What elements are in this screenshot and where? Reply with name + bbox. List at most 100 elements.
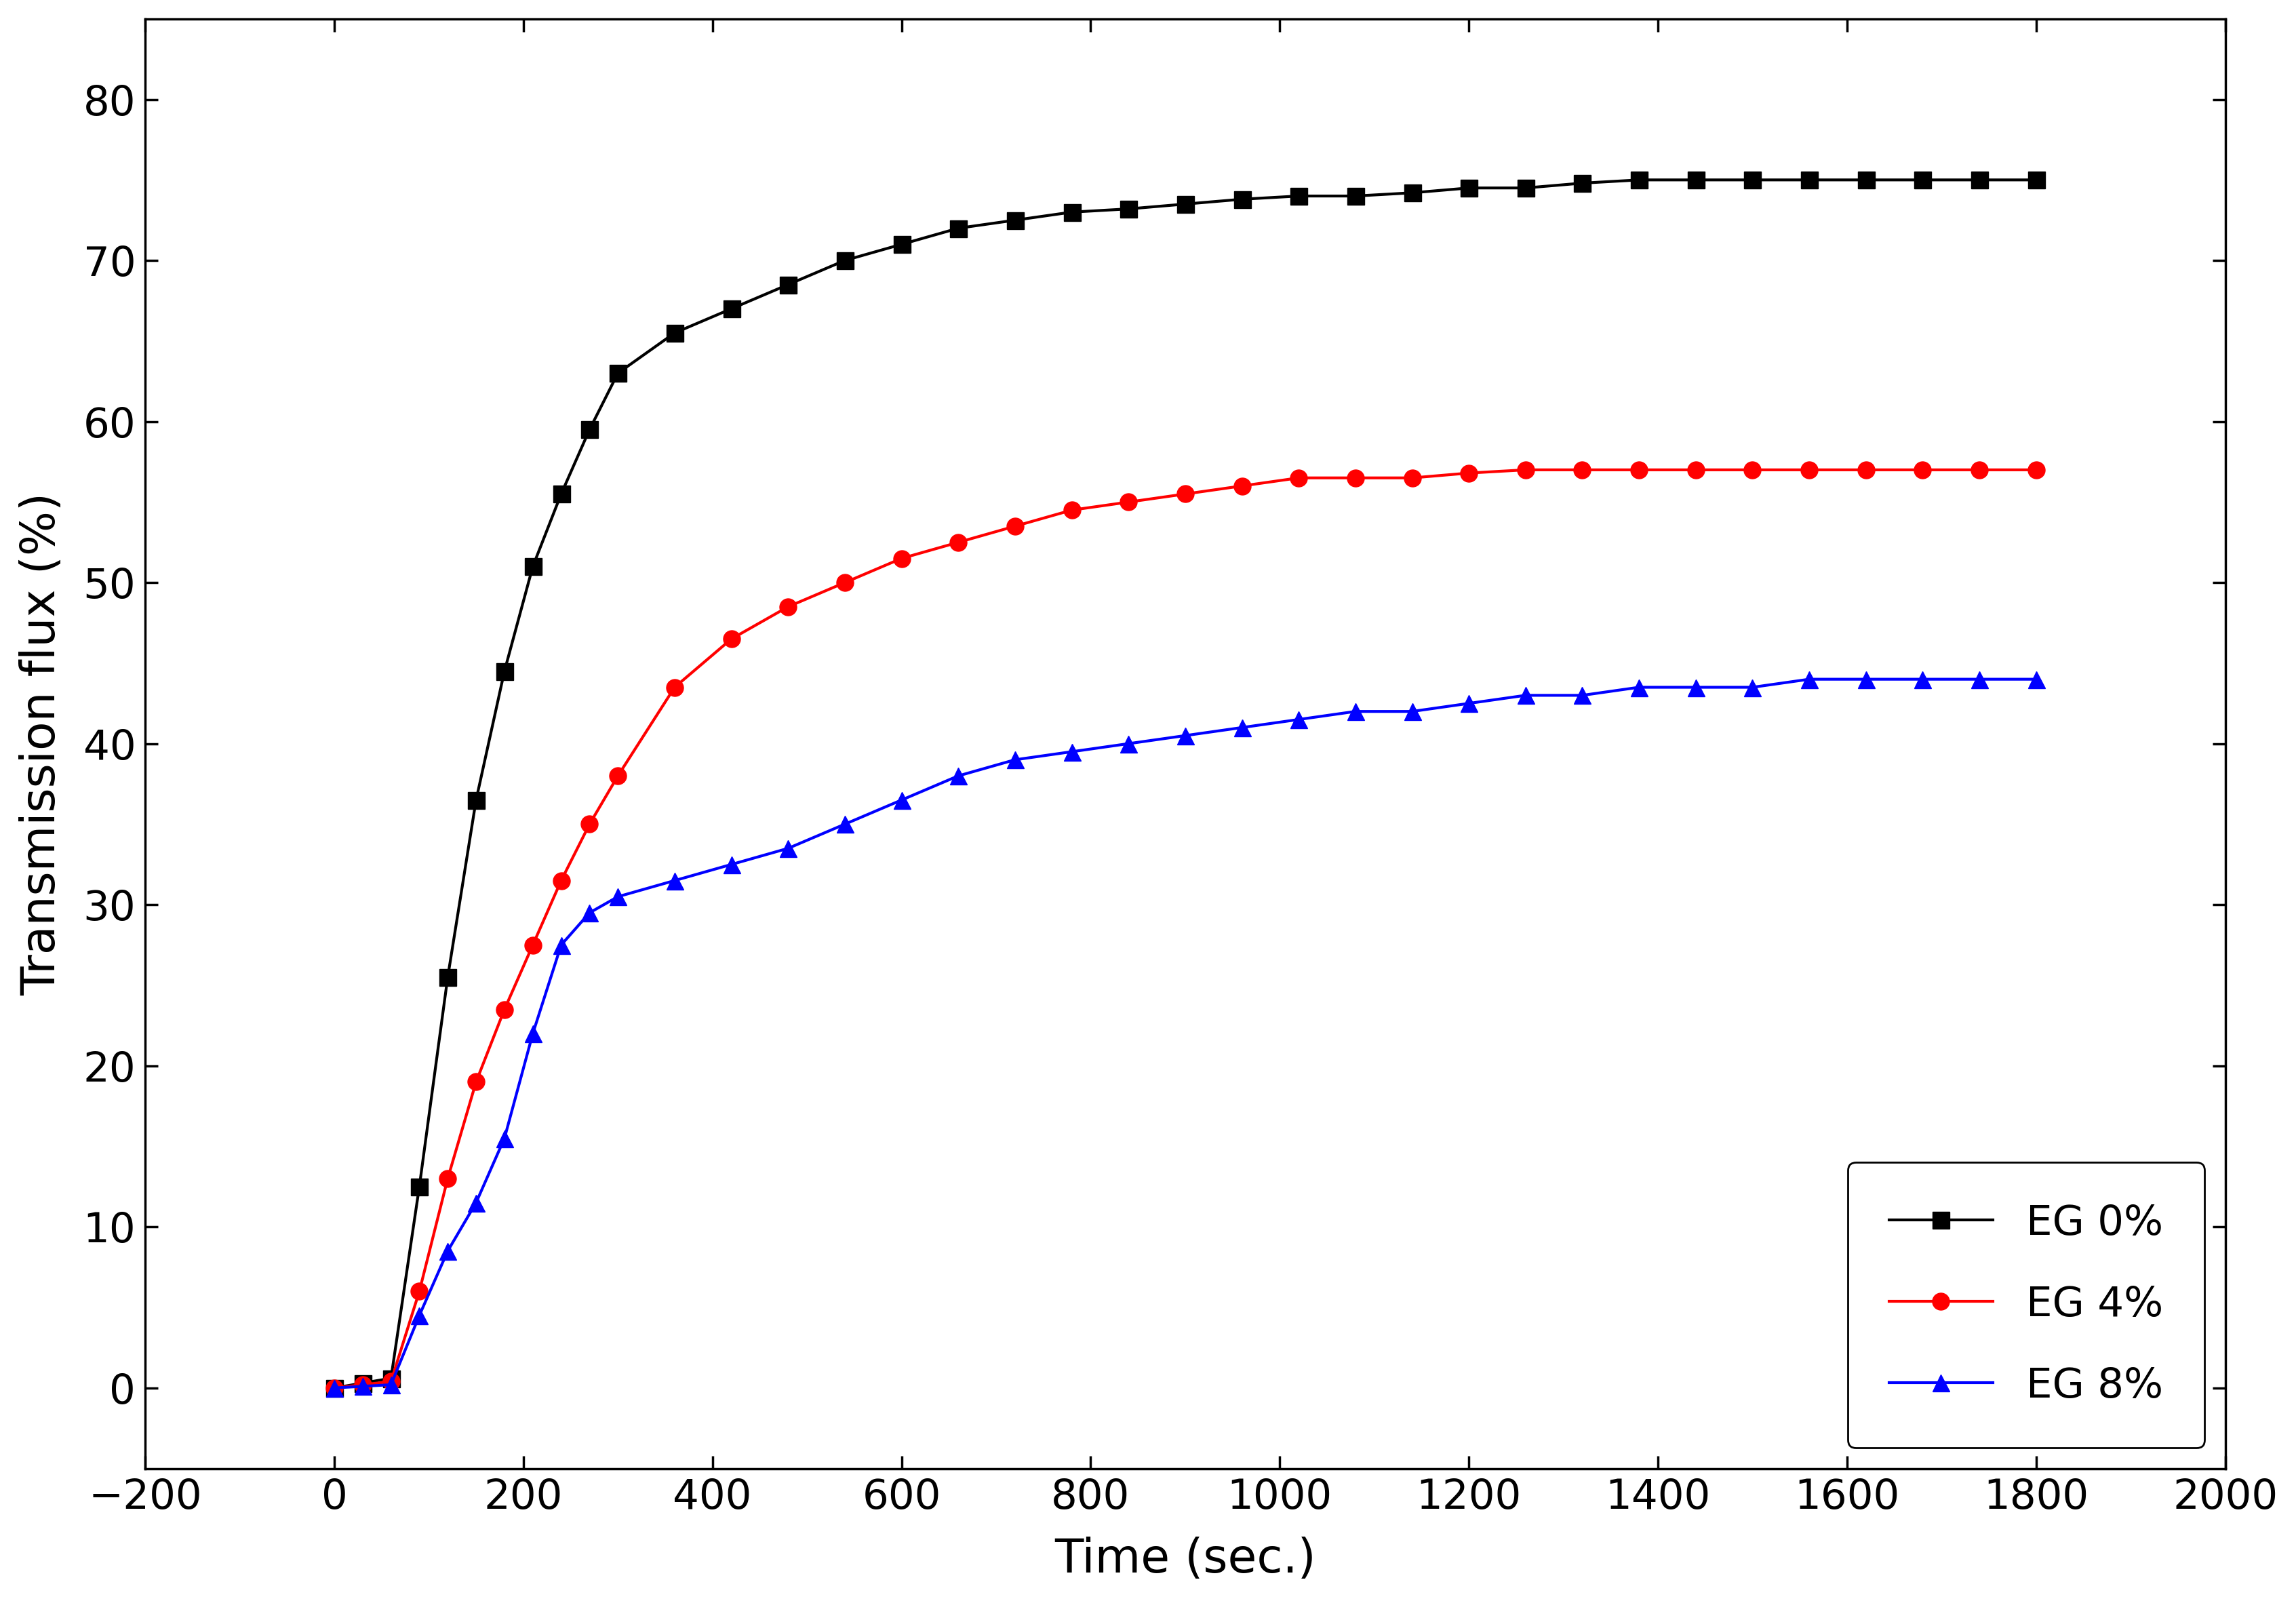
EG 8% [1681,677,1708,696]
EG 8% [604,887,631,906]
EG 8% [491,1129,519,1148]
EG 4% [1908,459,1936,479]
EG 0% [1568,173,1596,192]
EG 8% [1171,725,1199,744]
EG 4% [349,1375,377,1394]
EG 0% [576,419,604,439]
EG 8% [1908,669,1936,688]
EG 8% [406,1306,434,1326]
EG 4% [831,573,859,592]
Line: EG 0%: EG 0% [326,171,2043,1396]
EG 4% [1795,459,1823,479]
EG 0% [1795,170,1823,189]
EG 8% [661,871,689,890]
EG 0% [2023,170,2050,189]
EG 4% [576,815,604,834]
EG 0% [349,1374,377,1393]
EG 0% [377,1369,404,1388]
Line: EG 8%: EG 8% [326,671,2043,1396]
EG 4% [1283,467,1311,487]
EG 8% [1965,669,1993,688]
EG 0% [434,967,461,986]
EG 8% [1795,669,1823,688]
X-axis label: Time (sec.): Time (sec.) [1054,1537,1316,1582]
EG 4% [1626,459,1653,479]
EG 8% [519,1025,546,1044]
EG 0% [546,485,574,504]
EG 4% [889,549,916,568]
EG 8% [774,839,801,858]
EG 0% [716,299,744,319]
EG 4% [1511,459,1538,479]
EG 0% [519,557,546,576]
EG 0% [1398,183,1426,202]
EG 0% [661,323,689,343]
EG 4% [1398,467,1426,487]
EG 4% [2023,459,2050,479]
EG 8% [1456,693,1483,712]
EG 0% [406,1177,434,1196]
EG 0% [1681,170,1708,189]
EG 0% [604,363,631,383]
EG 8% [1398,701,1426,720]
EG 4% [377,1372,404,1391]
EG 4% [434,1169,461,1188]
EG 8% [716,855,744,874]
EG 0% [321,1378,349,1398]
EG 8% [1851,669,1878,688]
EG 8% [1283,709,1311,728]
EG 4% [774,597,801,616]
EG 8% [1114,733,1141,752]
EG 4% [321,1378,349,1398]
EG 0% [1228,189,1256,208]
EG 0% [1511,178,1538,197]
EG 4% [1171,485,1199,504]
EG 8% [944,767,971,786]
Y-axis label: Transmission flux (%): Transmission flux (%) [18,492,64,996]
EG 4% [1681,459,1708,479]
EG 4% [1568,459,1596,479]
EG 0% [1851,170,1878,189]
EG 8% [1626,677,1653,696]
EG 8% [1228,717,1256,736]
EG 0% [1171,194,1199,213]
EG 4% [604,767,631,786]
EG 8% [461,1193,489,1212]
EG 4% [1965,459,1993,479]
EG 8% [1738,677,1766,696]
EG 8% [321,1378,349,1398]
EG 8% [1568,685,1596,704]
EG 8% [1058,743,1086,762]
EG 0% [1738,170,1766,189]
EG 0% [944,219,971,239]
Legend: EG 0%, EG 4%, EG 8%: EG 0%, EG 4%, EG 8% [1848,1162,2204,1447]
EG 8% [434,1241,461,1260]
EG 0% [774,275,801,295]
EG 0% [1341,186,1368,205]
EG 8% [576,903,604,922]
EG 4% [546,871,574,890]
EG 4% [944,533,971,552]
EG 4% [1001,517,1029,536]
EG 8% [349,1377,377,1396]
EG 4% [461,1073,489,1092]
EG 0% [1626,170,1653,189]
EG 4% [1456,463,1483,482]
EG 4% [1228,477,1256,496]
EG 0% [1001,211,1029,231]
EG 0% [1283,186,1311,205]
EG 0% [1114,199,1141,218]
EG 4% [491,999,519,1018]
EG 0% [1965,170,1993,189]
EG 0% [831,251,859,271]
Line: EG 4%: EG 4% [326,461,2043,1396]
EG 4% [1058,501,1086,520]
EG 8% [889,791,916,810]
EG 0% [1908,170,1936,189]
EG 4% [1851,459,1878,479]
EG 4% [661,677,689,696]
EG 0% [889,235,916,255]
EG 8% [1511,685,1538,704]
EG 4% [406,1282,434,1302]
EG 4% [1114,493,1141,512]
